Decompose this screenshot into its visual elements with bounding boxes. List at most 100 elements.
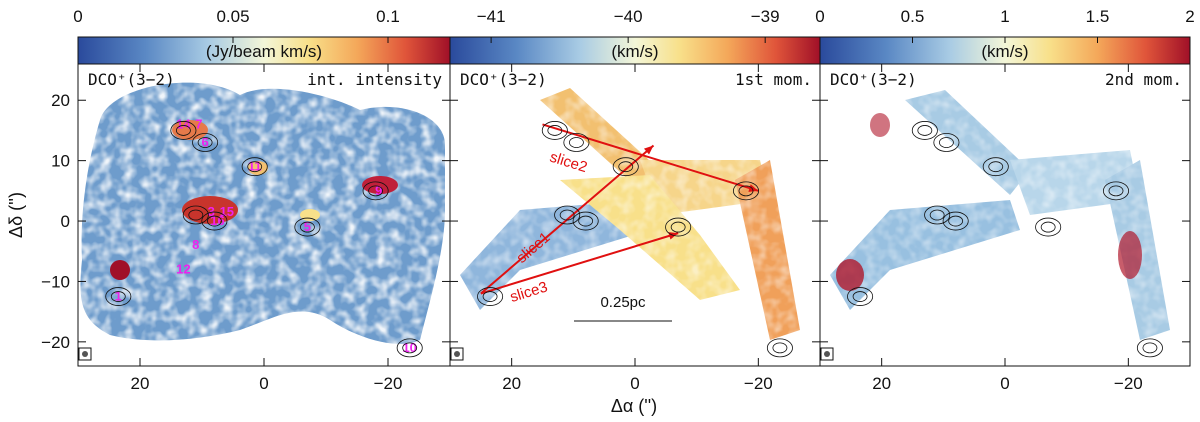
contour-line (197, 137, 213, 148)
colorbar-tick-label: 2 (1185, 7, 1194, 26)
y-tick-label: 0 (61, 212, 70, 231)
contour-line (170, 121, 197, 140)
source-label-15: 15 (220, 204, 234, 219)
contour-line (612, 157, 639, 177)
beam-moment2 (824, 351, 830, 357)
beam-box-intensity (78, 347, 92, 361)
slice-arrowhead-slice1 (643, 145, 654, 155)
x-tick-label: 0 (1000, 374, 1009, 393)
contour-line (929, 209, 945, 221)
slice-arrowhead-slice2 (748, 184, 759, 192)
panel-label-moment1: 1st mom. (735, 70, 812, 89)
colorbar-unit-intensity: (Jy/beam km/s) (206, 42, 322, 61)
contour-line (942, 211, 969, 231)
contour-line (569, 137, 584, 148)
contour-line (241, 157, 268, 177)
colorbar-unit-moment2: (km/s) (981, 42, 1028, 61)
colorbar-tick-label: 0.05 (216, 7, 249, 26)
beam-intensity (82, 351, 88, 357)
colorbar-tick-label: −39 (751, 7, 780, 26)
contour-line (554, 205, 581, 225)
contours (105, 121, 1163, 358)
y-tick-label: 10 (51, 152, 70, 171)
contour-line (1035, 217, 1062, 237)
map-intensity (78, 64, 450, 366)
y-tick-label: 20 (51, 91, 70, 110)
panel-moment2: (km/s) DCO⁺(3−2) 2nd mom. (819, 36, 1191, 367)
y-tick-label: −10 (41, 272, 70, 291)
contour-line (665, 217, 692, 237)
source-label-5: 5 (304, 219, 311, 234)
molecule-label-intensity: DCO⁺(3−2) (88, 70, 175, 89)
source-label-3: 3 (208, 204, 215, 219)
contour-line (547, 125, 563, 136)
source-label-1: 1 (115, 289, 122, 304)
contour-line (294, 217, 321, 237)
source-label-6: 6 (201, 135, 208, 150)
source-label-12: 12 (176, 261, 190, 276)
x-tick-label: 20 (131, 374, 150, 393)
contour-line (948, 215, 964, 227)
contour-line (563, 133, 590, 152)
contour-line (982, 157, 1009, 177)
molecule-label-moment2: DCO⁺(3−2) (830, 70, 917, 89)
contour-line (618, 161, 634, 173)
x-tick-label: 0 (259, 374, 268, 393)
contour-line (1142, 342, 1158, 354)
beam-box-moment2 (820, 347, 834, 361)
contour-line (1103, 181, 1130, 201)
contour-line (559, 209, 575, 221)
source-label-8: 8 (192, 237, 199, 252)
contour-line (362, 181, 389, 201)
y-axis-label: Δδ ('') (6, 192, 26, 238)
contour-line (206, 215, 222, 227)
slice-line-slice1 (480, 144, 655, 295)
contour-line (1108, 185, 1124, 197)
panel-label-moment2: 2nd mom. (1105, 70, 1182, 89)
contour-line (299, 221, 315, 233)
contour-line (110, 291, 126, 302)
slice-line-slice3 (480, 232, 679, 295)
contour-line (175, 125, 191, 136)
contour-line (766, 338, 793, 358)
contour-line (738, 185, 754, 197)
panel-intensity: (Jy/beam km/s) DCO⁺(3−2) int. intensity … (77, 36, 451, 367)
contour-line (192, 133, 219, 152)
contour-line (182, 205, 209, 225)
x-tick-label: 0 (630, 374, 639, 393)
beam-moment1 (454, 351, 460, 357)
contour-line (670, 221, 686, 233)
contour-line (247, 161, 263, 173)
contour-line (477, 287, 504, 306)
contour-line (1136, 338, 1163, 358)
contour-line (396, 338, 423, 358)
contour-line (482, 291, 498, 302)
contour-line (402, 342, 418, 354)
contour-line (1040, 221, 1056, 233)
colorbar-tick-label: 1 (1000, 7, 1009, 26)
x-tick-label: −20 (374, 374, 403, 393)
colorbar-tick-label: 0.1 (376, 7, 400, 26)
scale-bar-label: 0.25pc (600, 294, 646, 311)
contour-line (911, 121, 938, 140)
source-label-14: 14 (176, 116, 191, 131)
x-tick-label: 20 (502, 374, 521, 393)
colorbar-unit-moment1: (km/s) (611, 42, 658, 61)
source-label-7: 7 (195, 116, 202, 131)
colorbar-tick-label: 1.5 (1086, 7, 1110, 26)
contour-line (201, 211, 228, 231)
x-tick-label: −20 (1114, 374, 1143, 393)
contour-line (772, 342, 788, 354)
contour-line (105, 287, 132, 306)
slice-line-slice2 (542, 123, 759, 192)
map-moment1 (450, 64, 820, 366)
contour-line (541, 121, 568, 140)
contour-line (924, 205, 951, 225)
contour-line (572, 211, 599, 231)
panel-moment1: (km/s) DCO⁺(3−2) 1st mom. slice1slice2sl… (449, 36, 821, 367)
molecule-label-moment1: DCO⁺(3−2) (460, 70, 547, 89)
beam-box-moment1 (450, 347, 464, 361)
y-tick-label: −20 (41, 333, 70, 352)
colorbar-tick-label: −41 (477, 7, 506, 26)
